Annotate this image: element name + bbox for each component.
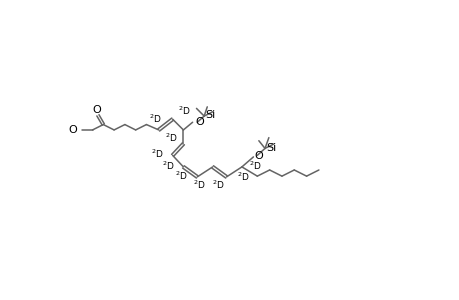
Text: O: O xyxy=(195,117,203,127)
Text: Si: Si xyxy=(205,110,216,120)
Text: $^{2}$D: $^{2}$D xyxy=(175,170,188,182)
Text: O: O xyxy=(92,105,101,115)
Text: O: O xyxy=(68,125,77,135)
Text: $^{2}$D: $^{2}$D xyxy=(236,171,249,183)
Text: O: O xyxy=(254,151,263,161)
Text: $^{2}$D: $^{2}$D xyxy=(211,178,224,191)
Text: Si: Si xyxy=(266,143,276,153)
Text: $^{2}$D: $^{2}$D xyxy=(248,159,261,172)
Text: $^{2}$D: $^{2}$D xyxy=(164,131,177,144)
Text: $^{2}$D: $^{2}$D xyxy=(149,112,162,124)
Text: $^{2}$D: $^{2}$D xyxy=(150,148,163,160)
Text: $^{2}$D: $^{2}$D xyxy=(193,178,206,191)
Text: $^{2}$D: $^{2}$D xyxy=(162,159,174,172)
Text: $^{2}$D: $^{2}$D xyxy=(178,104,190,117)
